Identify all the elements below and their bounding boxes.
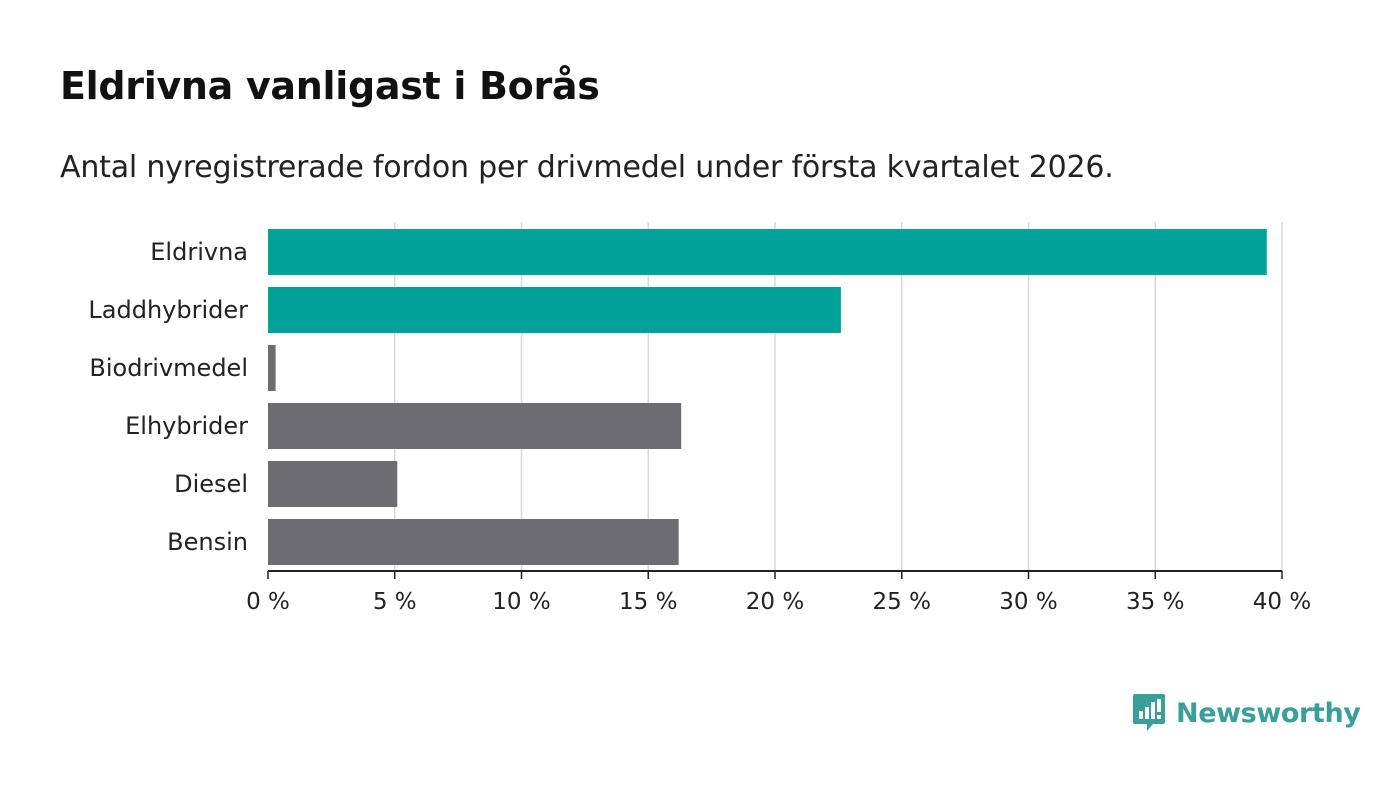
newsworthy-logo-icon bbox=[1133, 694, 1165, 731]
bar-laddhybrider bbox=[268, 287, 841, 333]
x-tick-label: 15 % bbox=[619, 589, 677, 615]
category-label: Laddhybrider bbox=[88, 296, 248, 324]
bars bbox=[268, 229, 1267, 565]
x-axis: 0 % 5 % 10 % 15 % 20 % 25 % 30 % 35 % 40 % bbox=[246, 570, 1311, 615]
bar-diesel bbox=[268, 461, 398, 507]
bar-bensin bbox=[268, 519, 679, 565]
x-tick-label: 35 % bbox=[1126, 589, 1184, 615]
x-tick-label: 40 % bbox=[1253, 589, 1311, 615]
grid-lines bbox=[394, 222, 1283, 571]
chart-title: Eldrivna vanligast i Borås bbox=[60, 64, 600, 108]
chart-subtitle: Antal nyregistrerade fordon per drivmede… bbox=[60, 150, 1114, 185]
x-tick-label: 5 % bbox=[373, 589, 417, 615]
category-label: Diesel bbox=[174, 470, 248, 498]
category-label: Biodrivmedel bbox=[89, 354, 248, 382]
category-labels: Eldrivna Laddhybrider Biodrivmedel Elhybrid… bbox=[88, 238, 248, 556]
category-label: Eldrivna bbox=[150, 238, 248, 266]
x-tick-label: 0 % bbox=[246, 589, 290, 615]
x-tick-label: 10 % bbox=[492, 589, 550, 615]
newsworthy-logo-text: Newsworthy bbox=[1176, 697, 1361, 729]
bar-biodrivmedel bbox=[268, 345, 276, 391]
category-label: Bensin bbox=[167, 528, 248, 556]
newsworthy-logo: Newsworthy bbox=[1132, 692, 1361, 734]
category-label: Elhybrider bbox=[125, 412, 248, 440]
x-tick-label: 30 % bbox=[999, 589, 1057, 615]
bar-elhybrider bbox=[268, 403, 682, 449]
bar-eldrivna bbox=[268, 229, 1267, 275]
x-tick-label: 25 % bbox=[873, 589, 931, 615]
x-tick-label: 20 % bbox=[746, 589, 804, 615]
